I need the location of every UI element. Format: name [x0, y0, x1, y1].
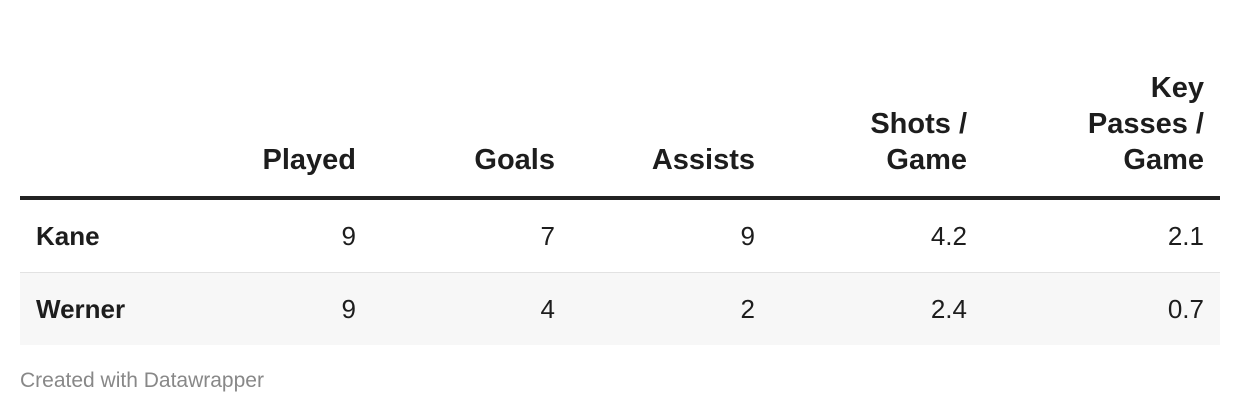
- column-header-key-passes-per-game: Key Passes / Game: [983, 40, 1220, 200]
- header-line: Key: [1150, 72, 1204, 104]
- column-header-shots-per-game: Shots / Game: [771, 40, 983, 200]
- shots-per-game-cell: 4.2: [771, 198, 983, 273]
- assists-cell: 2: [571, 272, 771, 345]
- column-header-played: Played: [180, 40, 372, 200]
- header-line: Game: [886, 144, 967, 176]
- stats-table: Played Goals Assists Shots / Game Key Pa…: [20, 40, 1220, 345]
- played-cell: 9: [180, 272, 372, 345]
- column-header-goals: Goals: [372, 40, 571, 200]
- shots-per-game-cell: 2.4: [771, 272, 983, 345]
- goals-cell: 7: [372, 198, 571, 273]
- assists-cell: 9: [571, 198, 771, 273]
- header-line: Shots /: [870, 108, 967, 140]
- goals-cell: 4: [372, 272, 571, 345]
- key-passes-per-game-cell: 0.7: [983, 272, 1220, 345]
- key-passes-per-game-cell: 2.1: [983, 198, 1220, 273]
- table-row: Kane 9 7 9 4.2 2.1: [20, 198, 1220, 273]
- column-header-assists: Assists: [571, 40, 771, 200]
- header-line: Passes /: [1087, 108, 1204, 140]
- credit-footer: Created with Datawrapper: [20, 369, 264, 392]
- header-line: Game: [1123, 144, 1204, 176]
- stats-table-container: Played Goals Assists Shots / Game Key Pa…: [20, 40, 1220, 345]
- column-header-player: [20, 40, 180, 200]
- player-name-cell: Werner: [20, 272, 180, 345]
- table-row: Werner 9 4 2 2.4 0.7: [20, 272, 1220, 345]
- played-cell: 9: [180, 198, 372, 273]
- header-row: Played Goals Assists Shots / Game Key Pa…: [20, 40, 1220, 200]
- player-name-cell: Kane: [20, 198, 180, 273]
